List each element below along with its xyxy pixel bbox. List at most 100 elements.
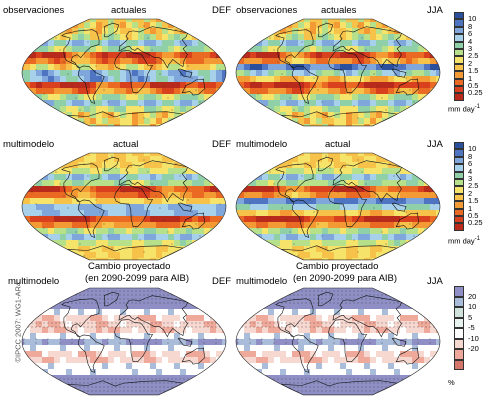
- stipple-dot: [269, 37, 271, 39]
- stipple-dot: [179, 390, 181, 392]
- grid-cell: [304, 357, 311, 364]
- grid-cell: [72, 192, 79, 199]
- grid-cell: [376, 168, 383, 175]
- grid-cell: [430, 162, 437, 169]
- grid-cell: [292, 339, 299, 346]
- grid-cell: [274, 210, 281, 217]
- grid-cell: [236, 180, 239, 187]
- grid-cell: [346, 309, 353, 316]
- stipple-dot: [23, 33, 25, 35]
- grid-cell: [346, 315, 353, 322]
- grid-cell: [22, 228, 25, 235]
- grid-cell: [406, 19, 413, 23]
- grid-cell: [84, 100, 91, 107]
- grid-cell: [228, 321, 230, 328]
- stipple-dot: [228, 383, 229, 384]
- grid-cell: [322, 363, 329, 370]
- grid-cell: [114, 88, 121, 95]
- grid-cell: [222, 234, 226, 241]
- grid-cell: [24, 28, 31, 35]
- grid-cell: [304, 156, 311, 163]
- stipple-dot: [28, 287, 29, 288]
- grid-cell: [192, 369, 199, 376]
- grid-cell: [298, 198, 305, 205]
- grid-cell: [236, 291, 239, 298]
- grid-cell: [328, 64, 335, 71]
- grid-cell: [424, 222, 431, 229]
- stipple-dot: [20, 291, 21, 292]
- grid-cell: [174, 76, 181, 83]
- grid-cell: [322, 216, 329, 223]
- grid-cell: [108, 58, 115, 65]
- grid-cell: [346, 186, 353, 193]
- stipple-dot: [99, 298, 101, 300]
- grid-cell: [192, 58, 199, 65]
- grid-cell: [424, 303, 431, 310]
- stipple-dot: [369, 195, 371, 197]
- grid-cell: [90, 46, 97, 53]
- grid-cell: [48, 222, 55, 229]
- grid-cell: [222, 192, 226, 199]
- grid-cell: [256, 303, 263, 310]
- stipple-dot: [131, 390, 133, 392]
- stipple-dot: [203, 394, 205, 395]
- grid-cell: [216, 315, 223, 322]
- grid-cell: [346, 228, 353, 235]
- stipple-dot: [99, 326, 101, 328]
- grid-cell: [328, 186, 335, 193]
- grid-cell: [376, 106, 383, 113]
- grid-cell: [346, 357, 353, 364]
- grid-cell: [84, 210, 91, 217]
- grid-cell: [424, 162, 431, 169]
- stipple-dot: [20, 287, 21, 288]
- stipple-dot: [55, 326, 57, 328]
- grid-cell: [120, 234, 127, 241]
- stipple-dot: [147, 294, 149, 296]
- grid-cell: [406, 363, 413, 370]
- stipple-dot: [199, 378, 201, 380]
- grid-cell: [48, 387, 55, 394]
- grid-cell: [22, 70, 25, 77]
- grid-cell: [168, 40, 175, 47]
- grid-cell: [162, 124, 169, 126]
- grid-cell: [310, 19, 317, 23]
- grid-cell: [216, 52, 223, 59]
- grid-cell: [238, 369, 245, 376]
- grid-cell: [436, 228, 440, 235]
- grid-cell: [316, 288, 323, 292]
- grid-cell: [72, 64, 79, 71]
- grid-cell: [192, 34, 199, 41]
- grid-cell: [358, 70, 365, 77]
- grid-cell: [364, 168, 371, 175]
- grid-cell: [238, 28, 245, 35]
- grid-cell: [84, 351, 91, 358]
- grid-cell: [400, 327, 407, 334]
- grid-cell: [298, 70, 305, 77]
- grid-cell: [192, 198, 199, 205]
- grid-cell: [120, 70, 127, 77]
- grid-cell: [280, 345, 287, 352]
- grid-cell: [168, 351, 175, 358]
- stipple-dot: [220, 287, 221, 288]
- grid-cell: [436, 240, 440, 247]
- grid-cell: [42, 94, 49, 101]
- grid-cell: [388, 88, 395, 95]
- grid-cell: [262, 162, 269, 169]
- stipple-dot: [55, 394, 57, 395]
- grid-cell: [382, 363, 389, 370]
- stipple-dot: [313, 211, 315, 213]
- grid-cell: [268, 94, 275, 101]
- grid-cell: [346, 88, 353, 95]
- grid-cell: [36, 180, 43, 187]
- stipple-dot: [39, 290, 41, 292]
- stipple-dot: [294, 152, 295, 153]
- grid-cell: [186, 112, 193, 119]
- grid-cell: [280, 106, 287, 113]
- grid-cell: [394, 64, 401, 71]
- grid-cell: [192, 345, 199, 352]
- grid-cell: [144, 112, 151, 119]
- stipple-dot: [285, 85, 287, 87]
- grid-cell: [256, 363, 263, 370]
- grid-cell: [250, 333, 257, 340]
- grid-cell: [138, 210, 145, 217]
